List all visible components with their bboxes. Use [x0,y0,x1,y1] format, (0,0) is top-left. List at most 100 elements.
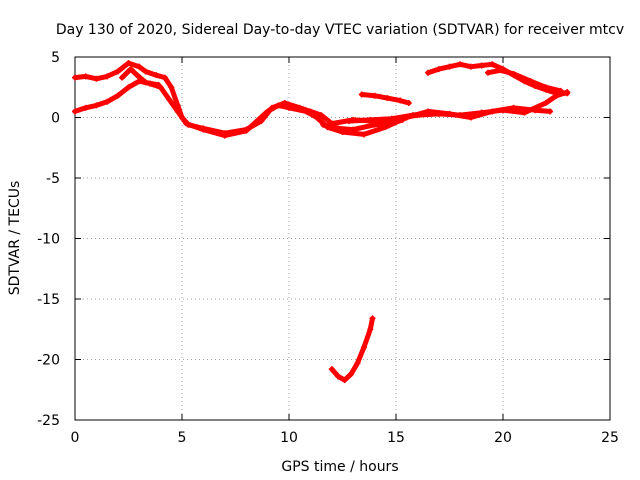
data-point [93,75,100,82]
series-line-arc-8 [485,67,564,94]
data-point [104,98,111,105]
data-point [318,112,325,119]
data-point [275,102,282,109]
data-point [467,63,474,70]
data-point [367,326,374,333]
data-point [166,96,173,103]
data-point [127,66,134,73]
data-point [360,131,367,138]
data-point [174,108,181,115]
data-point [168,84,175,91]
data-point [478,62,485,69]
data-point [446,63,453,70]
x-tick-label: 0 [71,430,80,446]
data-point [104,73,111,80]
y-axis-label: SDTVAR / TECUs [7,181,23,296]
data-point [557,87,564,94]
data-point [435,66,442,73]
data-point [142,68,149,75]
data-point [125,84,132,91]
data-point [119,74,126,81]
data-point [360,344,367,351]
data-point [114,68,121,75]
data-point [264,108,271,115]
x-tick-label: 25 [601,430,619,446]
data-point [485,69,492,76]
data-point [335,373,342,380]
data-point [200,126,207,133]
data-point [161,74,168,81]
series-line-arc-2 [72,78,553,139]
series-group [72,60,571,384]
data-point [527,78,534,85]
series-line-arc-5 [346,110,433,124]
data-point [134,72,141,79]
ticks: 0 5 10 15 20 25 -25 -20 -15 -10 -5 0 5 [37,50,619,446]
data-point [348,371,355,378]
data-point [425,69,432,76]
data-point [72,74,78,81]
y-tick-label: -25 [37,413,60,429]
data-point [125,60,132,67]
series-line-arc-9 [329,315,375,383]
data-point [467,114,474,121]
data-point [320,121,327,128]
y-tick-label: -20 [37,353,60,369]
data-point [547,108,554,115]
data-point [457,61,464,68]
data-point [354,360,361,367]
data-point [286,104,292,111]
data-point [335,125,342,132]
data-point [82,73,89,80]
data-point [497,67,504,74]
data-point [384,95,391,102]
y-tick-label: 5 [51,50,60,66]
data-point [243,127,250,134]
data-point [313,114,320,121]
data-point [564,90,571,97]
data-point [371,121,378,128]
x-tick-label: 20 [494,430,512,446]
x-axis-label: GPS time / hours [281,459,398,475]
y-tick-label: -15 [37,292,60,308]
data-point [532,107,539,114]
data-point [153,72,160,79]
data-point [489,108,496,115]
data-point [328,366,335,373]
data-point [388,115,395,122]
y-tick-label: -5 [46,171,60,187]
data-point [82,104,89,111]
data-point [371,92,378,99]
x-tick-label: 10 [280,430,298,446]
data-point [114,92,121,99]
data-point [341,377,348,384]
data-point [369,315,376,322]
data-point [446,110,453,117]
data-point [183,120,190,127]
x-tick-label: 5 [178,430,187,446]
data-point [72,108,78,115]
data-point [510,104,517,111]
data-point [350,126,357,133]
data-point [142,79,149,86]
data-point [93,102,100,109]
data-point [427,109,434,116]
data-point [405,99,412,106]
data-point [489,61,496,68]
y-tick-label: -10 [37,232,60,248]
data-point [397,97,404,104]
data-point [542,84,549,91]
data-point [410,112,417,119]
data-point [155,81,162,88]
y-tick-label: 0 [51,111,60,127]
data-point [221,132,228,139]
data-point [358,91,365,98]
data-point [345,118,352,125]
data-point [136,63,143,70]
data-point [303,108,310,115]
x-tick-label: 15 [387,430,405,446]
data-point [367,116,374,123]
chart-title: Day 130 of 2020, Sidereal Day-to-day VTE… [56,22,624,38]
data-point [510,70,517,77]
